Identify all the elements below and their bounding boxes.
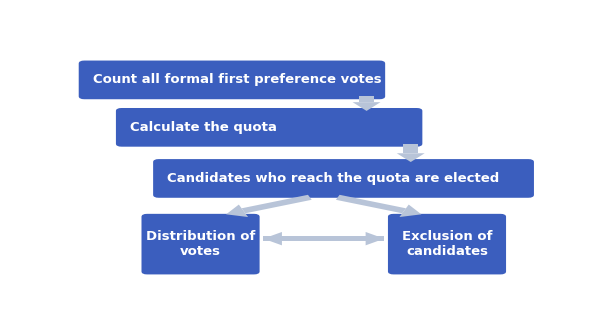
Text: Count all formal first preference votes: Count all formal first preference votes	[92, 73, 381, 86]
Polygon shape	[397, 153, 425, 162]
Text: Distribution of
votes: Distribution of votes	[146, 230, 255, 258]
Text: Calculate the quota: Calculate the quota	[130, 121, 277, 134]
Polygon shape	[365, 232, 384, 245]
Polygon shape	[263, 232, 282, 245]
Polygon shape	[359, 96, 374, 102]
FancyBboxPatch shape	[142, 214, 260, 274]
Polygon shape	[403, 144, 418, 153]
Polygon shape	[263, 236, 365, 241]
Text: Exclusion of
candidates: Exclusion of candidates	[402, 230, 492, 258]
Polygon shape	[353, 102, 380, 111]
Polygon shape	[400, 204, 421, 217]
Polygon shape	[226, 204, 248, 217]
Text: Candidates who reach the quota are elected: Candidates who reach the quota are elect…	[167, 172, 499, 185]
FancyBboxPatch shape	[388, 214, 506, 274]
Polygon shape	[282, 236, 384, 241]
Polygon shape	[242, 195, 311, 213]
FancyBboxPatch shape	[116, 108, 422, 147]
FancyBboxPatch shape	[153, 159, 534, 198]
FancyBboxPatch shape	[79, 61, 385, 99]
Polygon shape	[336, 195, 406, 213]
